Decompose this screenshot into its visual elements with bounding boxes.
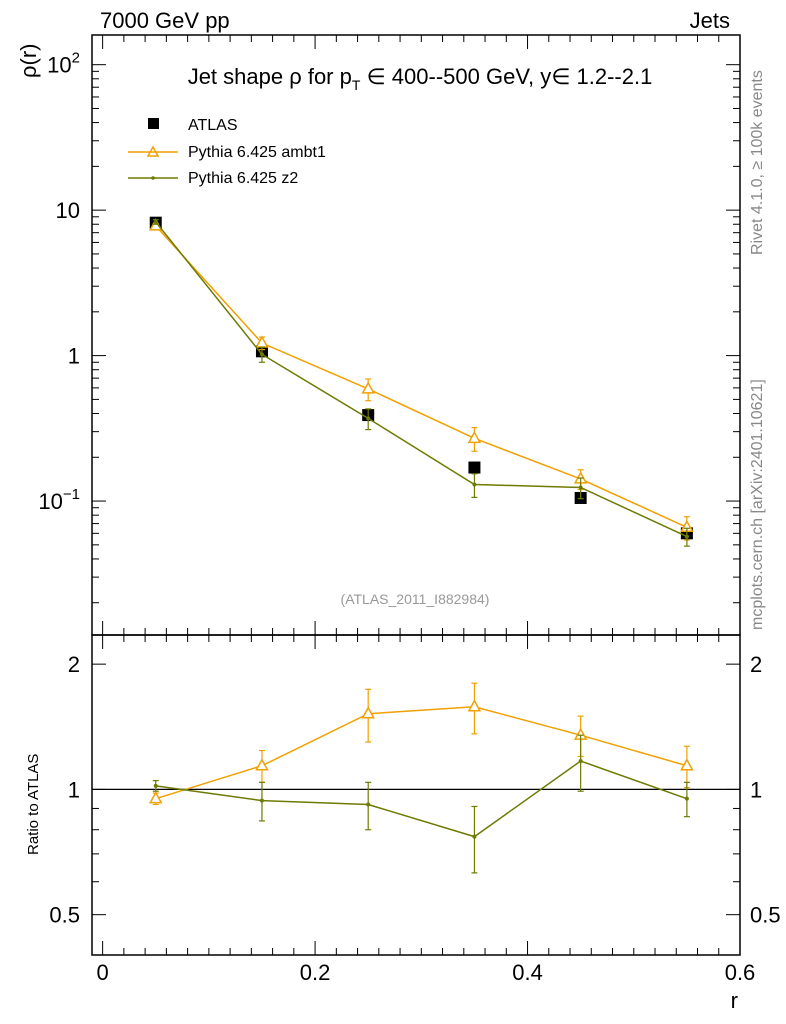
- y-tick-label: 10−1: [38, 486, 80, 514]
- tick-exponent: −1: [63, 486, 80, 503]
- tick-exponent: 2: [72, 50, 80, 67]
- ratio-point-pythia-6-425-z2: [366, 802, 371, 807]
- main-point-pythia-6-425-ambt1: [467, 430, 482, 444]
- main-point-pythia-6-425-z2: [366, 416, 371, 421]
- legend-marker-z2: [151, 176, 155, 180]
- header-left: 7000 GeV pp: [100, 8, 230, 33]
- legend-label-ambt1: Pythia 6.425 ambt1: [188, 144, 326, 161]
- ratio-y-tick-label: 0.5: [49, 903, 80, 928]
- x-tick-label: 0: [96, 960, 108, 985]
- main-line-pythia-6-425-ambt1: [155, 225, 688, 528]
- y-tick-label: 10: [56, 198, 80, 223]
- tick-base: 10: [47, 53, 71, 78]
- y-tick-label: 1: [68, 344, 80, 369]
- title-post: ∈ 400--500 GeV, y∈ 1.2--2.1: [360, 64, 652, 89]
- chart-title: Jet shape ρ for pT ∈ 400--500 GeV, y∈ 1.…: [188, 64, 653, 93]
- ratio-point-pythia-6-425-ambt1: [255, 758, 269, 771]
- main-point-pythia-6-425-z2: [578, 485, 583, 490]
- y-tick-label: 102: [47, 50, 80, 78]
- ratio-point-pythia-6-425-z2: [578, 759, 583, 764]
- tick-base: 10: [38, 489, 62, 514]
- side-label-bottom: mcplots.cern.ch [arXiv:2401.10621]: [749, 379, 766, 630]
- legend: ATLAS Pythia 6.425 ambt1 Pythia 6.425 z2: [128, 117, 326, 187]
- ratio-point-pythia-6-425-ambt1: [148, 791, 163, 804]
- header-right: Jets: [690, 8, 730, 33]
- legend-label-atlas: ATLAS: [188, 117, 238, 134]
- side-label-top: Rivet 4.1.0, ≥ 100k events: [749, 70, 766, 255]
- x-axis-label: r: [731, 988, 738, 1013]
- main-point-pythia-6-425-z2: [472, 482, 477, 487]
- legend-marker-atlas: [148, 118, 159, 129]
- x-tick-label: 0.6: [725, 960, 756, 985]
- main-point-pythia-6-425-z2: [684, 534, 689, 539]
- ratio-line-pythia-6-425-z2: [155, 760, 688, 838]
- ratio-y-tick-label: 2: [68, 652, 80, 677]
- ratio-point-pythia-6-425-z2: [153, 783, 158, 788]
- legend-label-z2: Pythia 6.425 z2: [188, 170, 298, 187]
- x-tick-label: 0.4: [512, 960, 543, 985]
- title-pre: Jet shape ρ for p: [188, 64, 352, 89]
- legend-marker-ambt1: [146, 145, 160, 157]
- main-line-pythia-6-425-z2: [155, 221, 688, 538]
- ratio-y-tick-label: 1: [68, 777, 80, 802]
- main-point-pythia-6-425-z2: [259, 352, 264, 357]
- ratio-y-tick-label-right: 0.5: [750, 903, 781, 928]
- analysis-reference: (ATLAS_2011_I882984): [341, 591, 490, 607]
- title-sub: T: [352, 77, 361, 93]
- ratio-point-pythia-6-425-ambt1: [467, 699, 482, 712]
- main-ylabel: ρ(r): [16, 44, 41, 79]
- ratio-point-pythia-6-425-z2: [472, 834, 477, 839]
- data-marks: [92, 216, 740, 874]
- ratio-point-pythia-6-425-z2: [684, 796, 689, 801]
- ratio-point-pythia-6-425-ambt1: [680, 758, 694, 771]
- ratio-point-pythia-6-425-z2: [259, 798, 264, 803]
- ratio-panel-frame: [91, 634, 741, 956]
- ratio-line-pythia-6-425-ambt1: [155, 705, 688, 800]
- x-tick-label: 0.2: [300, 960, 331, 985]
- ratio-ylabel: Ratio to ATLAS: [25, 754, 42, 855]
- main-point-pythia-6-425-ambt1: [361, 381, 375, 394]
- ratio-y-tick-label-right: 2: [750, 652, 762, 677]
- ratio-point-pythia-6-425-ambt1: [361, 706, 375, 719]
- main-point-pythia-6-425-z2: [153, 219, 158, 224]
- main-point-atlas: [468, 461, 481, 474]
- ratio-y-tick-label-right: 1: [750, 777, 762, 802]
